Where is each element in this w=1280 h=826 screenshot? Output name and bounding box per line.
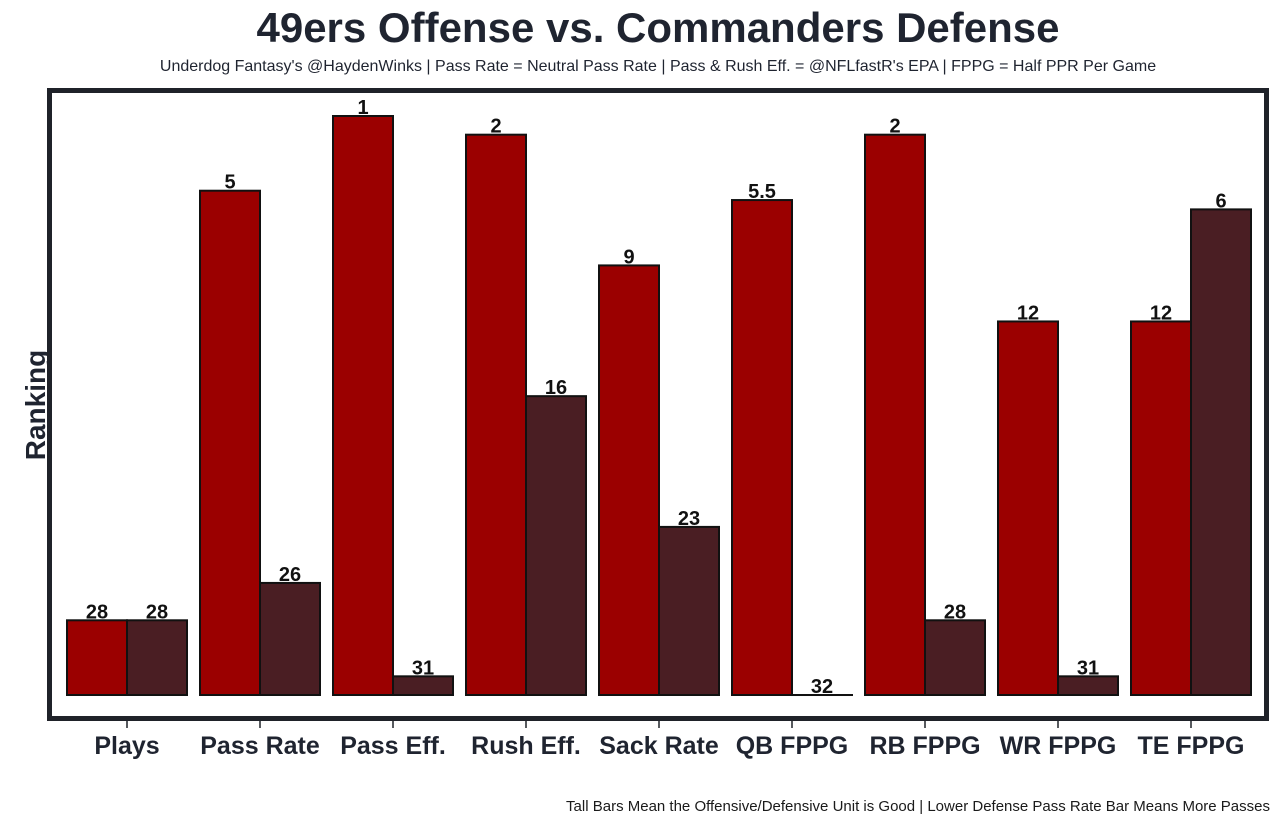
defense-bar-label-pass-rate: 26	[279, 564, 301, 586]
x-tick-label-pass-eff: Pass Eff.	[340, 732, 446, 760]
offense-bar-label-rush-eff: 2	[490, 116, 501, 138]
defense-bar-pass-eff	[392, 675, 454, 696]
defense-bar-label-rush-eff: 16	[545, 377, 567, 399]
offense-bar-sack-rate	[598, 264, 660, 696]
x-tick-label-qb-fppg: QB FPPG	[736, 732, 849, 760]
offense-bar-te-fppg	[1130, 320, 1192, 696]
offense-bar-pass-eff	[332, 115, 394, 696]
offense-bar-rb-fppg	[864, 133, 926, 696]
offense-bar-label-pass-rate: 5	[224, 172, 235, 194]
defense-bar-plays	[126, 619, 188, 697]
defense-bar-rb-fppg	[924, 619, 986, 697]
offense-bar-label-plays: 28	[86, 601, 108, 623]
defense-bar-label-sack-rate: 23	[678, 508, 700, 530]
x-tick-label-sack-rate: Sack Rate	[599, 732, 719, 760]
offense-bar-label-rb-fppg: 2	[889, 116, 900, 138]
defense-bar-rush-eff	[525, 395, 587, 696]
offense-bar-label-pass-eff: 1	[357, 97, 368, 119]
defense-bar-label-rb-fppg: 28	[944, 601, 966, 623]
offense-bar-qb-fppg	[731, 199, 793, 696]
x-tick-label-te-fppg: TE FPPG	[1138, 732, 1245, 760]
defense-bar-label-te-fppg: 6	[1215, 190, 1226, 212]
defense-bar-label-pass-eff: 31	[412, 657, 434, 679]
defense-bar-wr-fppg	[1057, 675, 1119, 696]
defense-bar-label-wr-fppg: 31	[1077, 657, 1099, 679]
offense-bar-wr-fppg	[997, 320, 1059, 696]
defense-bar-te-fppg	[1190, 208, 1252, 697]
chart-subtitle: Underdog Fantasy's @HaydenWinks | Pass R…	[159, 58, 1157, 75]
offense-bar-pass-rate	[199, 189, 261, 696]
x-tick-label-pass-rate: Pass Rate	[200, 732, 320, 760]
chart-title: 49ers Offense vs. Commanders Defense	[256, 4, 1060, 51]
x-tick-label-rush-eff: Rush Eff.	[471, 732, 581, 760]
offense-bar-label-te-fppg: 12	[1150, 302, 1172, 324]
x-tick-label-wr-fppg: WR FPPG	[1000, 732, 1117, 760]
defense-bar-pass-rate	[259, 581, 321, 696]
x-tick-label-rb-fppg: RB FPPG	[869, 732, 980, 760]
defense-bar-label-plays: 28	[146, 601, 168, 623]
x-tick-label-plays: Plays	[94, 732, 159, 760]
offense-bar-rush-eff	[465, 133, 527, 696]
defense-bar-sack-rate	[658, 525, 720, 696]
plot-frame	[47, 88, 1269, 721]
defense-bar-label-qb-fppg: 32	[811, 676, 833, 698]
offense-bar-label-qb-fppg: 5.5	[748, 181, 776, 203]
chart-caption: Tall Bars Mean the Offensive/Defensive U…	[566, 798, 1270, 815]
offense-bar-plays	[66, 619, 128, 697]
offense-bar-label-sack-rate: 9	[623, 246, 634, 268]
offense-bar-label-wr-fppg: 12	[1017, 302, 1039, 324]
